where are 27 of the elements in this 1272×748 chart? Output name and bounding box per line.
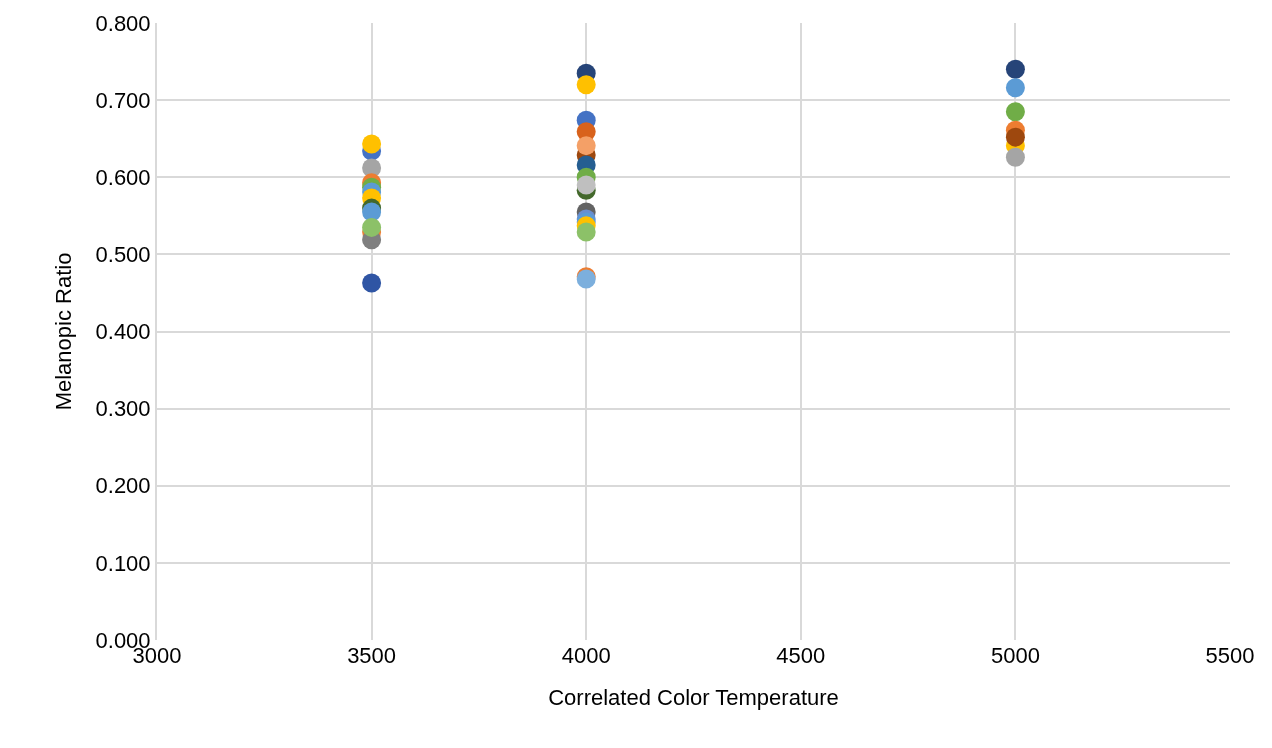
point (362, 273, 382, 293)
point (1005, 78, 1025, 98)
y-tick-label: 0.100 (95, 550, 151, 576)
point (1005, 59, 1025, 79)
y-tick-label: 0.500 (95, 242, 151, 268)
x-tick-label: 5500 (1205, 643, 1255, 668)
point (362, 217, 382, 237)
point (576, 75, 596, 95)
y-axis-title: Melanopic Ratio (50, 252, 76, 411)
x-tick-label: 4000 (561, 643, 611, 668)
point (362, 134, 382, 154)
point (1005, 102, 1025, 122)
point (1005, 147, 1025, 167)
point (576, 222, 596, 242)
y-tick-label: 0.700 (95, 87, 151, 113)
x-axis-title: Correlated Color Temperature (548, 684, 839, 710)
x-tick-label: 3500 (347, 643, 397, 668)
y-tick-label: 0.300 (95, 396, 151, 422)
point (576, 175, 596, 195)
y-tick-label: 0.600 (95, 164, 151, 190)
point (1005, 127, 1025, 147)
y-tick-label: 0.200 (95, 473, 151, 499)
x-tick-label: 5000 (990, 643, 1040, 668)
point (576, 136, 596, 156)
y-tick-label: 0.800 (95, 10, 151, 36)
x-tick-label: 4500 (776, 643, 826, 668)
y-tick-label: 0.400 (95, 319, 151, 345)
